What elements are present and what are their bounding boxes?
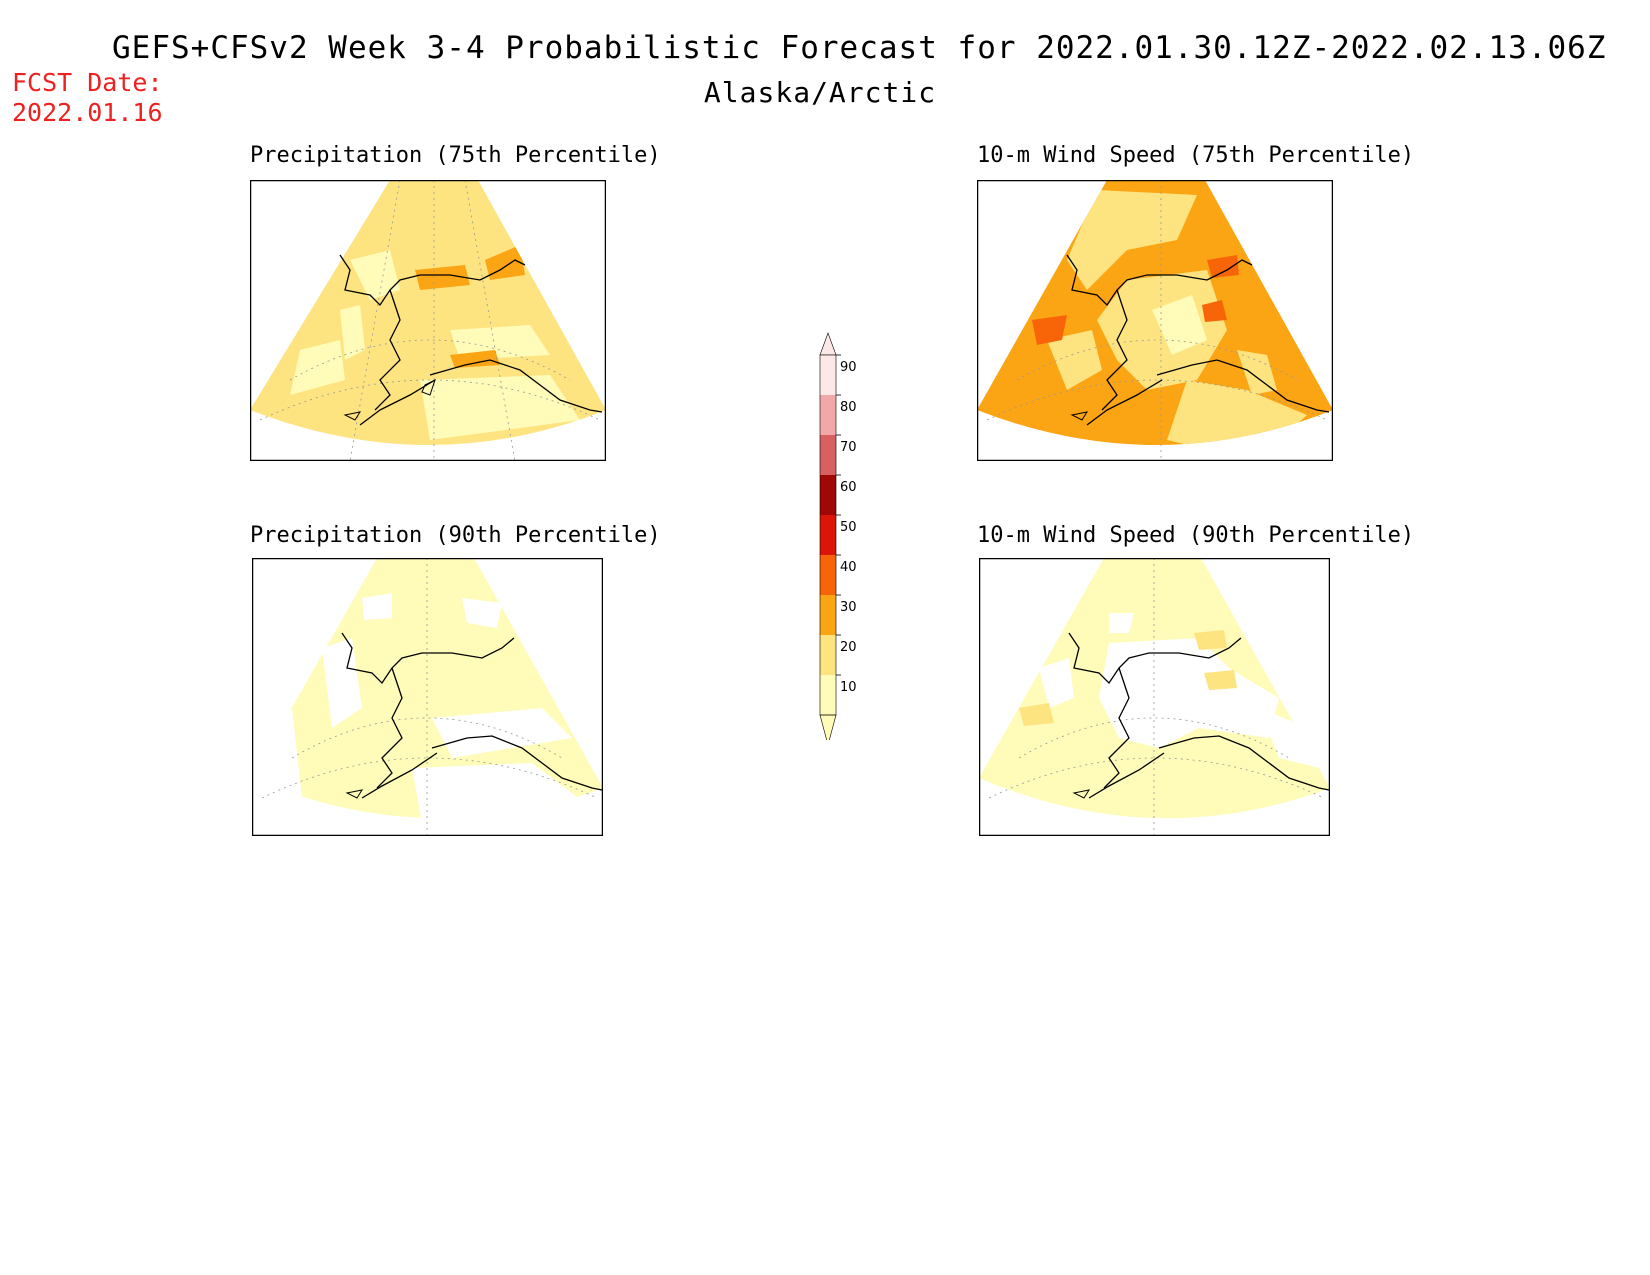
- colorbar-swatch: [820, 595, 836, 635]
- forecast-date-value: 2022.01.16: [12, 98, 163, 127]
- colorbar-label: 10: [840, 680, 857, 695]
- map-precip-75: [250, 180, 606, 461]
- colorbar-swatch: [820, 435, 836, 475]
- colorbar-label: 80: [840, 400, 857, 415]
- main-title: GEFS+CFSv2 Week 3-4 Probabilistic Foreca…: [112, 30, 1607, 66]
- colorbar-swatch: [820, 475, 836, 515]
- panel-title-precip-75: Precipitation (75th Percentile): [250, 143, 661, 168]
- colorbar-swatch: [820, 635, 836, 675]
- map-wind-75: [977, 180, 1333, 461]
- colorbar-swatches: [819, 332, 837, 740]
- panel-title-precip-90: Precipitation (90th Percentile): [250, 523, 661, 548]
- forecast-date-block: FCST Date: 2022.01.16: [12, 68, 163, 128]
- map-precip-90: [252, 558, 603, 836]
- colorbar-label: 40: [840, 560, 857, 575]
- colorbar-swatch: [820, 675, 836, 715]
- colorbar-label: 60: [840, 480, 857, 495]
- colorbar-label: 50: [840, 520, 857, 535]
- panel-title-wind-75: 10-m Wind Speed (75th Percentile): [977, 143, 1415, 168]
- colorbar-label: 20: [840, 640, 857, 655]
- colorbar-swatch: [820, 555, 836, 595]
- colorbar-bottom-arrow: [819, 714, 837, 740]
- colorbar-swatch: [820, 395, 836, 435]
- colorbar-label: 70: [840, 440, 857, 455]
- colorbar-label: 90: [840, 360, 857, 375]
- colorbar-top-arrow: [819, 332, 837, 356]
- colorbar-outline: [819, 354, 837, 716]
- colorbar-labels: 10 20 30 40 50 60 70 80 90: [836, 354, 857, 695]
- colorbar-label: 30: [840, 600, 857, 615]
- panel-title-wind-90: 10-m Wind Speed (90th Percentile): [977, 523, 1415, 548]
- region-title: Alaska/Arctic: [703, 76, 937, 109]
- forecast-date-label: FCST Date:: [12, 68, 163, 97]
- colorbar: 10 20 30 40 50 60 70 80 90: [819, 332, 857, 740]
- colorbar-swatch: [820, 355, 836, 395]
- colorbar-swatch: [820, 515, 836, 555]
- map-wind-90: [979, 558, 1330, 836]
